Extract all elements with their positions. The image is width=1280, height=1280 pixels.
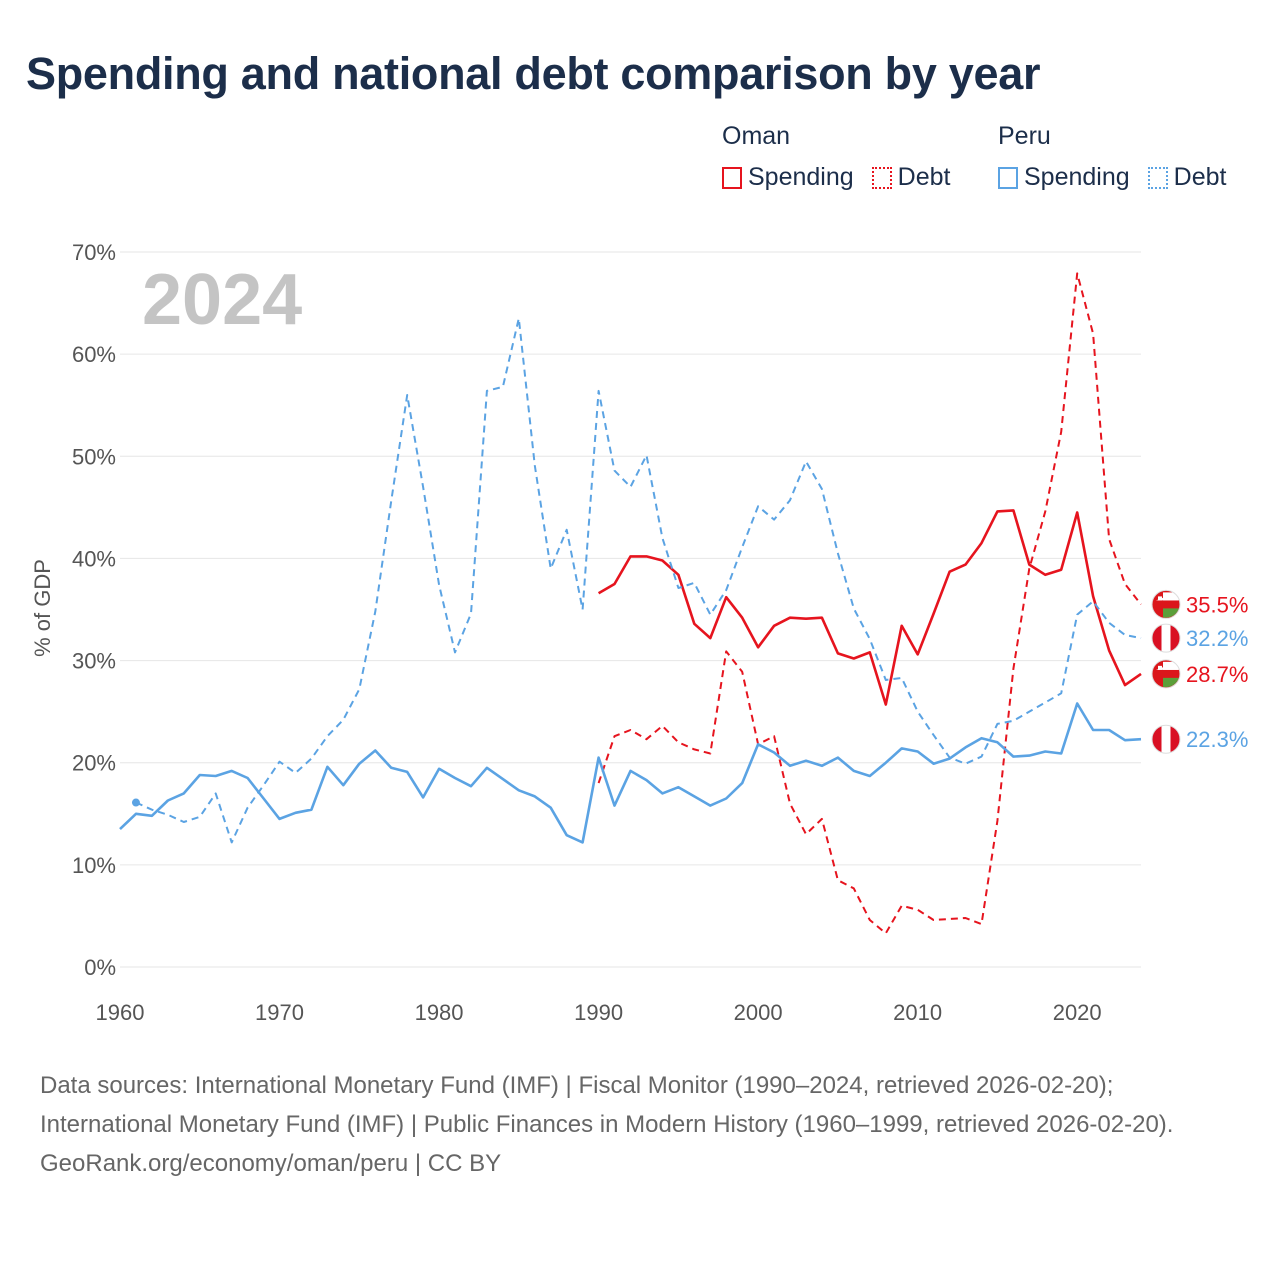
y-tick-label: 60% <box>72 342 116 367</box>
peru-flag-icon <box>1151 623 1181 653</box>
end-label-peru-spending: 22.3% <box>1151 724 1248 754</box>
legend-label-peru-debt: Debt <box>1173 163 1227 191</box>
series-start-marker <box>131 798 140 807</box>
end-label-oman-spending: 28.7% <box>1151 659 1248 689</box>
oman-flag-icon <box>1151 659 1181 689</box>
x-tick-label: 1980 <box>415 1000 464 1025</box>
x-tick-label: 2020 <box>1053 1000 1102 1025</box>
series-line-peru-spending[interactable] <box>119 702 1142 844</box>
end-label-oman-debt: 35.5% <box>1151 589 1248 619</box>
x-axis-ticks: 1960 1970 1980 1990 2000 2010 2020 <box>96 1000 1102 1025</box>
line-chart: 2024 % of GDP 0% 10% 20% 30% 40% 50% 60% 70% 19… <box>30 240 1248 1025</box>
credit-line[interactable]: GeoRank.org/economy/oman/peru | CC BY <box>40 1150 502 1177</box>
y-tick-label: 70% <box>72 240 116 265</box>
legend-swatch-dotted <box>1147 166 1168 189</box>
legend-item-peru-spending[interactable]: Spending <box>998 163 1130 192</box>
x-tick-label: 1960 <box>96 1000 145 1025</box>
end-labels: 35.5% 32.2% 28.7% 22.3% <box>1151 589 1248 754</box>
x-tick-label: 1970 <box>255 1000 304 1025</box>
end-label-text: 22.3% <box>1186 727 1248 752</box>
series-lines <box>119 272 1142 935</box>
year-watermark: 2024 <box>142 260 302 340</box>
x-tick-label: 2000 <box>734 1000 783 1025</box>
y-axis-label: % of GDP <box>30 559 55 657</box>
legend-country-peru: Peru <box>998 122 1051 150</box>
legend-label-peru-spending: Spending <box>1024 163 1130 191</box>
series-line-oman-spending[interactable] <box>597 509 1142 706</box>
series-line-oman-debt[interactable] <box>597 272 1142 935</box>
legend-item-oman-spending[interactable]: Spending <box>722 163 854 192</box>
end-label-text: 28.7% <box>1186 662 1248 687</box>
grid-lines <box>120 251 1141 968</box>
peru-flag-icon <box>1151 724 1181 754</box>
legend-peru: Peru Spending Debt <box>998 122 1226 192</box>
y-tick-label: 0% <box>84 955 116 980</box>
y-tick-label: 20% <box>72 751 116 776</box>
y-axis-ticks: 0% 10% 20% 30% 40% 50% 60% 70% <box>72 240 116 980</box>
y-tick-label: 40% <box>72 546 116 571</box>
y-tick-label: 50% <box>72 444 116 469</box>
end-label-text: 32.2% <box>1186 626 1248 651</box>
oman-flag-icon <box>1151 589 1181 619</box>
x-tick-label: 2010 <box>893 1000 942 1025</box>
legend-oman: Oman Spending Debt <box>722 122 950 192</box>
legend-swatch-solid <box>998 166 1018 189</box>
data-sources: Data sources: International Monetary Fun… <box>40 1072 1174 1138</box>
legend-swatch-dotted <box>871 166 892 189</box>
end-label-peru-debt: 32.2% <box>1151 623 1248 653</box>
x-tick-label: 1990 <box>574 1000 623 1025</box>
legend-swatch-solid <box>722 166 742 189</box>
legend-item-peru-debt[interactable]: Debt <box>1147 163 1227 192</box>
page-title: Spending and national debt comparison by… <box>26 48 1041 99</box>
legend-label-oman-debt: Debt <box>897 163 951 191</box>
legend-label-oman-spending: Spending <box>748 163 854 191</box>
series-line-peru-debt[interactable] <box>135 317 1142 844</box>
footer: Data sources: International Monetary Fun… <box>40 1066 1240 1183</box>
end-label-text: 35.5% <box>1186 592 1248 617</box>
legend-item-oman-debt[interactable]: Debt <box>871 163 951 192</box>
y-tick-label: 10% <box>72 853 116 878</box>
y-tick-label: 30% <box>72 649 116 674</box>
legend-country-oman: Oman <box>722 122 791 150</box>
